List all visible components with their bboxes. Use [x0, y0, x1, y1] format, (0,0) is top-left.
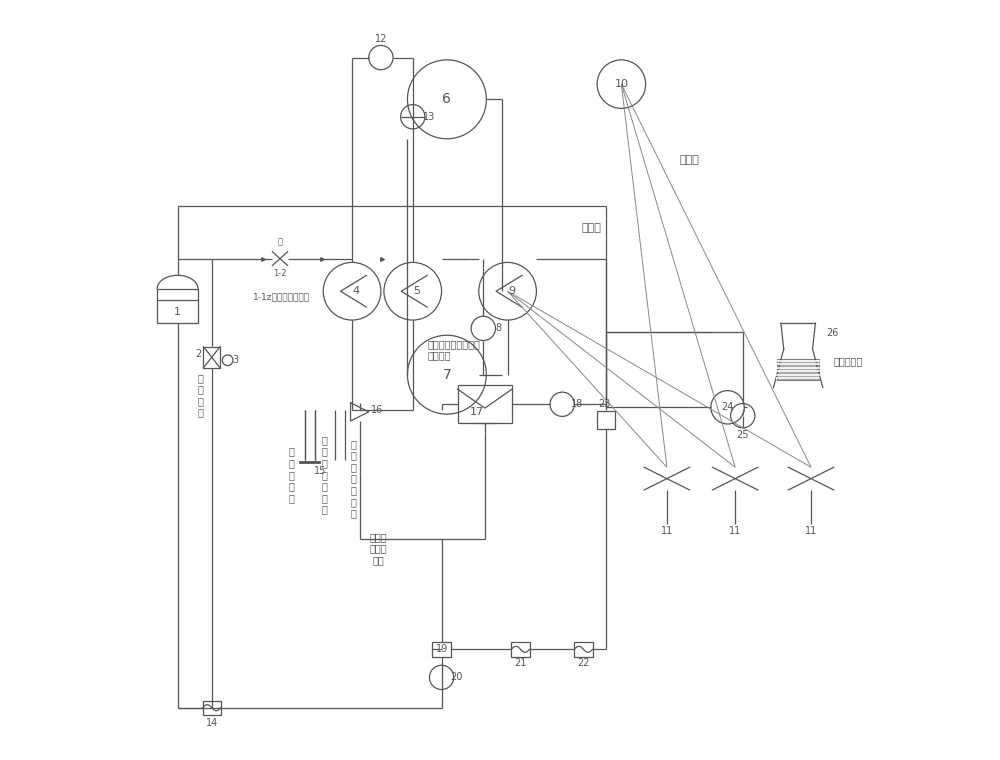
Bar — [203, 701, 221, 714]
Text: 主
蒸
汽
管
道: 主 蒸 汽 管 道 — [288, 447, 294, 503]
Text: 5: 5 — [413, 287, 420, 296]
Text: 6: 6 — [442, 92, 451, 106]
Text: 17: 17 — [470, 407, 484, 417]
Text: 25: 25 — [737, 430, 749, 440]
Text: 15: 15 — [314, 466, 327, 476]
Text: 8: 8 — [495, 324, 502, 334]
Text: 3: 3 — [232, 354, 238, 365]
Text: 冷却塔填料: 冷却塔填料 — [834, 356, 863, 366]
Text: 23: 23 — [599, 398, 611, 409]
Text: 13: 13 — [423, 112, 436, 122]
Text: 11: 11 — [661, 526, 673, 536]
Text: 1-2: 1-2 — [273, 269, 287, 278]
Text: 11: 11 — [805, 526, 817, 536]
Text: 16: 16 — [371, 405, 383, 416]
Text: 24: 24 — [721, 402, 734, 413]
Text: 耦合用汽轮机中压缸
排汽管道: 耦合用汽轮机中压缸 排汽管道 — [428, 339, 481, 360]
Text: 1-1z基本负荷主汽门: 1-1z基本负荷主汽门 — [253, 292, 311, 301]
Text: 14: 14 — [206, 718, 218, 728]
Text: 冷
再
热
蒸
汽
管
道: 冷 再 热 蒸 汽 管 道 — [321, 435, 327, 515]
Text: 26: 26 — [827, 328, 839, 337]
Bar — [157, 289, 198, 323]
Text: 18: 18 — [571, 399, 584, 410]
Text: 20: 20 — [451, 673, 463, 682]
Bar — [432, 641, 451, 657]
Text: 除氧器
加热用
蒸汽: 除氧器 加热用 蒸汽 — [370, 532, 387, 565]
Bar — [203, 347, 220, 368]
Text: 22: 22 — [577, 658, 590, 668]
Bar — [597, 411, 615, 429]
Text: 2: 2 — [195, 349, 201, 359]
Text: 热
再
热
蒸
汽
管
道: 热 再 热 蒸 汽 管 道 — [351, 439, 357, 518]
Text: 阀: 阀 — [278, 237, 283, 246]
Bar — [574, 641, 593, 657]
Text: 19: 19 — [435, 644, 448, 654]
Bar — [511, 641, 530, 657]
Text: 高
压
抽
汽: 高 压 抽 汽 — [197, 372, 203, 417]
Text: 入射光: 入射光 — [680, 155, 700, 165]
Text: 4: 4 — [352, 287, 359, 296]
Text: 11: 11 — [729, 526, 741, 536]
Text: 1: 1 — [174, 307, 181, 317]
Bar — [458, 385, 512, 423]
Text: 反射光: 反射光 — [581, 223, 601, 233]
Bar — [777, 359, 819, 380]
Text: 9: 9 — [508, 287, 515, 296]
Text: 7: 7 — [443, 368, 451, 382]
Text: 21: 21 — [514, 658, 527, 668]
Text: 10: 10 — [614, 79, 628, 89]
Text: 12: 12 — [375, 34, 387, 44]
